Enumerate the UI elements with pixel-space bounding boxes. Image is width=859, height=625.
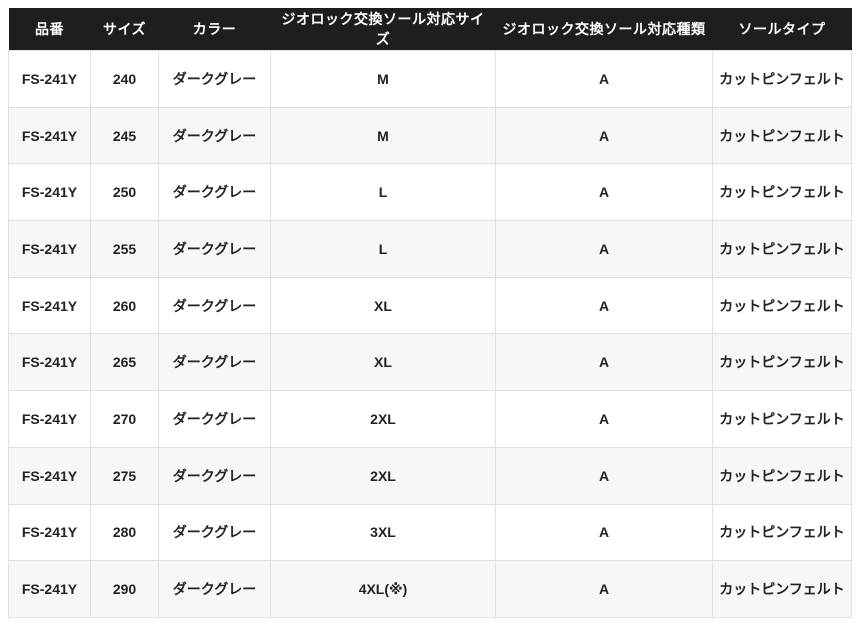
table-cell: A [495,163,713,222]
table-cell: ダークグレー [158,333,271,392]
table-row: FS-241Y 280 ダークグレー 3XL A カットピンフェルト [8,503,852,562]
table-row: FS-241Y 250 ダークグレー L A カットピンフェルト [8,163,852,222]
product-spec-table: 品番 サイズ カラー ジオロック交換ソール対応サイズ ジオロック交換ソール対応種… [8,8,852,618]
table-body: FS-241Y 240 ダークグレー M A カットピンフェルト FS-241Y 245 ダーク… [8,50,852,618]
table-cell: カットピンフェルト [712,50,852,108]
table-cell: ダークグレー [158,276,271,335]
table-cell: L [270,163,496,222]
table-cell: 275 [90,446,159,505]
table-cell: FS-241Y [8,163,91,222]
table-row: FS-241Y 270 ダークグレー 2XL A カットピンフェルト [8,390,852,448]
table-cell: FS-241Y [8,560,91,618]
table-cell: 245 [90,106,159,165]
table-cell: ダークグレー [158,503,271,562]
table-row: FS-241Y 290 ダークグレー 4XL(※) A カットピンフェルト [8,560,852,618]
table-row: FS-241Y 245 ダークグレー M A カットピンフェルト [8,106,852,165]
table-cell: 250 [90,163,159,222]
table-cell: カットピンフェルト [712,106,852,165]
table-cell: ダークグレー [158,50,271,108]
table-cell: FS-241Y [8,503,91,562]
table-cell: カットピンフェルト [712,446,852,505]
table-cell: 4XL(※) [270,560,496,618]
table-cell: 2XL [270,390,496,448]
table-cell: A [495,446,713,505]
table-cell: FS-241Y [8,220,91,278]
table-cell: ダークグレー [158,560,271,618]
table-cell: カットピンフェルト [712,220,852,278]
column-header-model-number: 品番 [8,8,91,51]
table-cell: ダークグレー [158,390,271,448]
table-cell: FS-241Y [8,50,91,108]
column-header-size: サイズ [90,8,159,51]
table-cell: FS-241Y [8,333,91,392]
table-row: FS-241Y 260 ダークグレー XL A カットピンフェルト [8,276,852,335]
table-cell: カットピンフェルト [712,276,852,335]
table-cell: ダークグレー [158,163,271,222]
table-cell: 260 [90,276,159,335]
table-cell: A [495,276,713,335]
table-cell: FS-241Y [8,276,91,335]
table-header-row: 品番 サイズ カラー ジオロック交換ソール対応サイズ ジオロック交換ソール対応種… [8,8,852,51]
table-cell: A [495,106,713,165]
table-cell: A [495,333,713,392]
table-cell: カットピンフェルト [712,333,852,392]
table-cell: A [495,560,713,618]
table-cell: ダークグレー [158,106,271,165]
table-cell: 3XL [270,503,496,562]
table-cell: A [495,503,713,562]
table-cell: 2XL [270,446,496,505]
table-cell: カットピンフェルト [712,560,852,618]
table-cell: FS-241Y [8,446,91,505]
table-cell: A [495,220,713,278]
table-row: FS-241Y 265 ダークグレー XL A カットピンフェルト [8,333,852,392]
column-header-color: カラー [158,8,271,51]
table-cell: FS-241Y [8,390,91,448]
table-cell: 280 [90,503,159,562]
table-cell: 270 [90,390,159,448]
table-cell: 255 [90,220,159,278]
table-header: 品番 サイズ カラー ジオロック交換ソール対応サイズ ジオロック交換ソール対応種… [8,8,852,51]
table-cell: カットピンフェルト [712,163,852,222]
table-cell: 290 [90,560,159,618]
table-row: FS-241Y 275 ダークグレー 2XL A カットピンフェルト [8,446,852,505]
table-cell: M [270,50,496,108]
table-cell: 240 [90,50,159,108]
table-cell: FS-241Y [8,106,91,165]
column-header-geolock-sole-size: ジオロック交換ソール対応サイズ [270,8,496,51]
column-header-sole-type: ソールタイプ [712,8,852,51]
table-cell: A [495,50,713,108]
table-cell: M [270,106,496,165]
table-cell: ダークグレー [158,446,271,505]
table-cell: L [270,220,496,278]
table-cell: カットピンフェルト [712,390,852,448]
table-cell: ダークグレー [158,220,271,278]
table-cell: XL [270,276,496,335]
table-row: FS-241Y 255 ダークグレー L A カットピンフェルト [8,220,852,278]
table-cell: 265 [90,333,159,392]
table-cell: XL [270,333,496,392]
column-header-geolock-sole-type: ジオロック交換ソール対応種類 [495,8,713,51]
table-cell: カットピンフェルト [712,503,852,562]
table-row: FS-241Y 240 ダークグレー M A カットピンフェルト [8,50,852,108]
table-cell: A [495,390,713,448]
